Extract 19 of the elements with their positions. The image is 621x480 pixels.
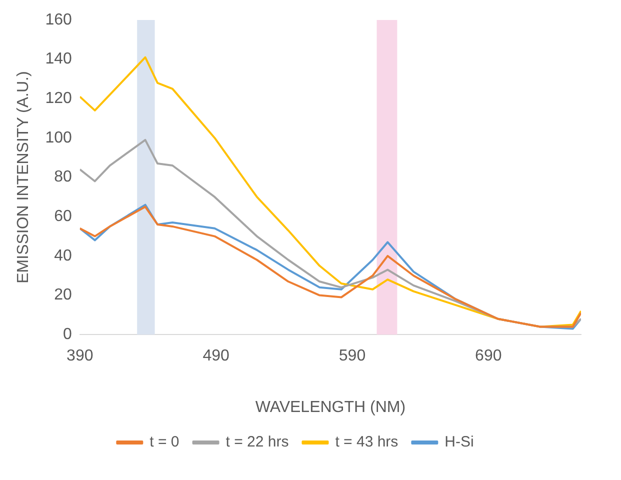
y-tick-label: 0 xyxy=(62,326,72,344)
y-tick-label: 100 xyxy=(45,129,72,146)
x-axis-title: WAVELENGTH (NM) xyxy=(255,398,406,416)
legend-label: t = 0 xyxy=(150,434,180,451)
legend-label: H-Si xyxy=(444,434,474,451)
y-tick-label: 60 xyxy=(54,208,72,226)
y-tick-label: 120 xyxy=(45,90,72,108)
x-tick-label: 490 xyxy=(202,348,230,365)
x-tick-label: 390 xyxy=(66,348,94,365)
legend-label: t = 43 hrs xyxy=(335,434,398,451)
y-tick-label: 160 xyxy=(45,11,72,28)
legend-label: t = 22 hrs xyxy=(226,434,289,451)
y-axis-title: EMISSION INTENSITY (A.U.) xyxy=(15,71,32,284)
y-tick-label: 40 xyxy=(54,247,72,264)
x-tick-label: 690 xyxy=(475,348,502,365)
y-tick-label: 140 xyxy=(45,50,72,68)
y-tick-label: 80 xyxy=(54,168,72,186)
y-tick-label: 20 xyxy=(54,286,72,304)
x-tick-label: 590 xyxy=(338,348,366,365)
